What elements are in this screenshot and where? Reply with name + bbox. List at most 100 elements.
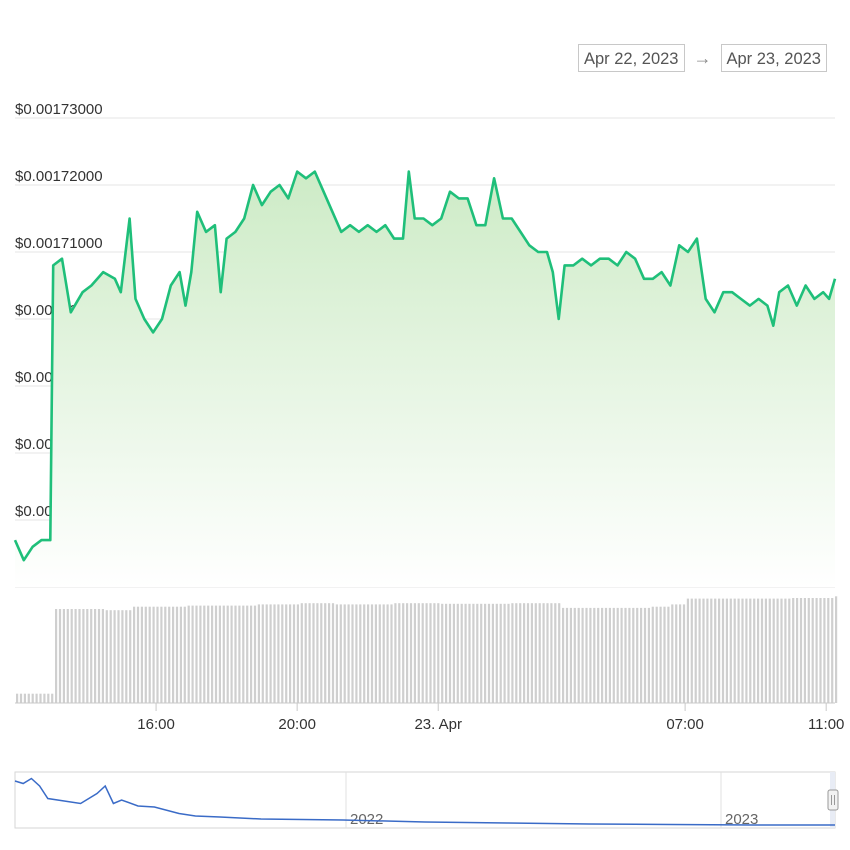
volume-bar — [550, 603, 553, 703]
volume-bar — [402, 603, 405, 703]
volume-bar — [472, 603, 475, 703]
volume-bar — [811, 598, 814, 703]
volume-bar — [792, 598, 795, 703]
volume-bar — [636, 607, 639, 703]
volume-bar — [515, 603, 518, 703]
volume-bar — [140, 606, 143, 703]
volume-bar — [725, 598, 728, 703]
volume-bar — [261, 604, 264, 703]
volume-bar — [386, 604, 389, 703]
volume-bar — [277, 604, 280, 703]
volume-bar — [94, 609, 97, 703]
volume-bar — [519, 603, 522, 703]
volume-bar — [484, 603, 487, 703]
volume-bar — [445, 603, 448, 703]
range-from-input[interactable]: Apr 22, 2023 — [578, 44, 685, 72]
volume-bar — [507, 603, 510, 703]
volume-bar — [780, 598, 783, 703]
volume-bar — [214, 605, 218, 703]
volume-bar — [784, 598, 787, 703]
volume-bar — [601, 607, 604, 703]
volume-bar — [331, 603, 335, 703]
volume-bar — [815, 598, 818, 703]
volume-bar — [675, 604, 678, 703]
volume-bar — [768, 598, 771, 703]
volume-bar — [569, 607, 572, 703]
navigator-handle[interactable] — [827, 789, 839, 811]
volume-bar — [733, 598, 736, 703]
x-tick-label: 23. Apr — [414, 716, 462, 733]
volume-bar — [355, 604, 358, 703]
volume-bar — [764, 598, 767, 703]
volume-bar — [476, 603, 479, 703]
volume-bar — [152, 606, 155, 703]
volume-bar — [265, 604, 268, 703]
volume-bar — [753, 598, 756, 703]
volume-bar — [105, 610, 108, 703]
volume-bar — [495, 603, 498, 703]
volume-bar — [534, 603, 537, 703]
volume-bar — [702, 598, 705, 703]
volume-bar — [511, 603, 514, 703]
volume-bar — [542, 603, 545, 703]
volume-bar — [74, 609, 77, 703]
volume-bar — [285, 604, 288, 703]
volume-bar — [250, 605, 253, 703]
volume-bar — [203, 605, 206, 703]
volume-bar — [370, 604, 374, 703]
volume-bar — [682, 604, 686, 703]
range-to-input[interactable]: Apr 23, 2023 — [720, 44, 827, 72]
volume-bar — [632, 607, 635, 703]
volume-bar — [324, 603, 327, 703]
volume-bar — [640, 607, 643, 703]
volume-bar — [382, 604, 385, 703]
volume-bar — [16, 693, 19, 703]
range-arrow-icon: → — [693, 47, 712, 68]
volume-bar — [577, 607, 580, 703]
volume-bar — [23, 693, 26, 703]
y-tick-label: $0.00172000 — [15, 168, 103, 185]
volume-bar — [328, 603, 331, 703]
volume-bar — [90, 609, 93, 703]
volume-bar — [246, 605, 249, 703]
volume-bar — [530, 603, 533, 703]
volume-bar — [156, 606, 159, 703]
volume-bar — [281, 604, 284, 703]
volume-bar — [394, 603, 397, 703]
volume-bar — [207, 605, 210, 703]
volume-bar — [612, 607, 615, 703]
volume-bar — [831, 598, 834, 703]
volume-bar — [647, 607, 650, 703]
volume-bar — [82, 609, 85, 703]
y-tick-label: $0.00173000 — [15, 101, 103, 118]
volume-bar — [616, 607, 619, 703]
volume-bar — [628, 607, 631, 703]
navigator[interactable]: 2022 2023 — [14, 771, 839, 829]
volume-bar — [304, 603, 307, 703]
volume-bar — [374, 604, 377, 703]
volume-bar — [491, 603, 494, 703]
volume-bar — [238, 605, 241, 703]
volume-bar — [487, 603, 491, 703]
volume-bar — [538, 603, 541, 703]
date-range-selector: Apr 22, 2023 → Apr 23, 2023 — [578, 42, 827, 74]
volume-bar — [710, 598, 713, 703]
volume-bar — [51, 693, 54, 703]
navigator-year-label: 2023 — [725, 811, 758, 828]
volume-bar — [308, 603, 311, 703]
volume-bar — [398, 603, 401, 703]
volume-bar — [558, 603, 561, 703]
volume-bar — [191, 605, 194, 703]
volume-bar — [351, 604, 354, 703]
volume-bar — [776, 598, 779, 703]
volume-bar — [745, 598, 748, 703]
volume-bar — [698, 598, 701, 703]
volume-bar — [760, 598, 764, 703]
volume-bar — [117, 610, 120, 703]
price-area — [15, 171, 835, 587]
volume-bar — [113, 610, 116, 703]
volume-bar — [573, 607, 576, 703]
volume-bar — [168, 606, 171, 703]
volume-bar — [425, 603, 428, 703]
